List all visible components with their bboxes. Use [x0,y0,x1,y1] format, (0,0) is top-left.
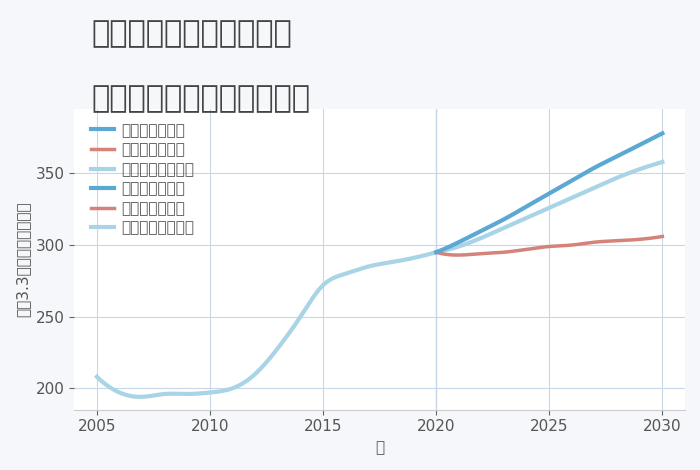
バッドシナリオ [494,250,502,256]
ノーマルシナリオ [432,250,440,255]
バッドシナリオ [648,235,657,241]
グッドシナリオ [647,136,655,142]
バッドシナリオ [475,251,484,257]
Legend: グッドシナリオ, バッドシナリオ, ノーマルシナリオ, グッドシナリオ, バッドシナリオ, ノーマルシナリオ: グッドシナリオ, バッドシナリオ, ノーマルシナリオ, グッドシナリオ, バッド… [88,120,197,239]
バッドシナリオ [640,236,648,242]
バッドシナリオ [432,250,440,255]
グッドシナリオ [492,220,500,226]
ノーマルシナリオ [474,236,482,242]
Text: 東京都西多摩郡瑞穂町の: 東京都西多摩郡瑞穂町の [91,19,292,48]
ノーマルシナリオ [492,228,500,234]
バッドシナリオ [454,252,462,258]
グッドシナリオ [658,131,666,136]
Line: バッドシナリオ: バッドシナリオ [436,236,662,255]
ノーマルシナリオ [647,163,655,168]
グッドシナリオ [639,141,648,146]
ノーマルシナリオ [446,246,454,252]
グッドシナリオ [441,246,449,251]
ノーマルシナリオ [441,248,449,253]
ノーマルシナリオ [658,159,666,165]
グッドシナリオ [432,250,440,255]
バッドシナリオ [658,234,666,239]
グッドシナリオ [474,229,482,235]
バッドシナリオ [446,252,454,258]
ノーマルシナリオ [639,165,648,171]
グッドシナリオ [446,243,454,249]
Line: ノーマルシナリオ: ノーマルシナリオ [436,162,662,252]
Line: グッドシナリオ: グッドシナリオ [436,133,662,252]
バッドシナリオ [441,251,449,257]
Y-axis label: 平（3.3㎡）単価（万円）: 平（3.3㎡）単価（万円） [15,202,30,317]
X-axis label: 年: 年 [375,440,384,455]
Text: 中古マンションの価格推移: 中古マンションの価格推移 [91,85,310,114]
